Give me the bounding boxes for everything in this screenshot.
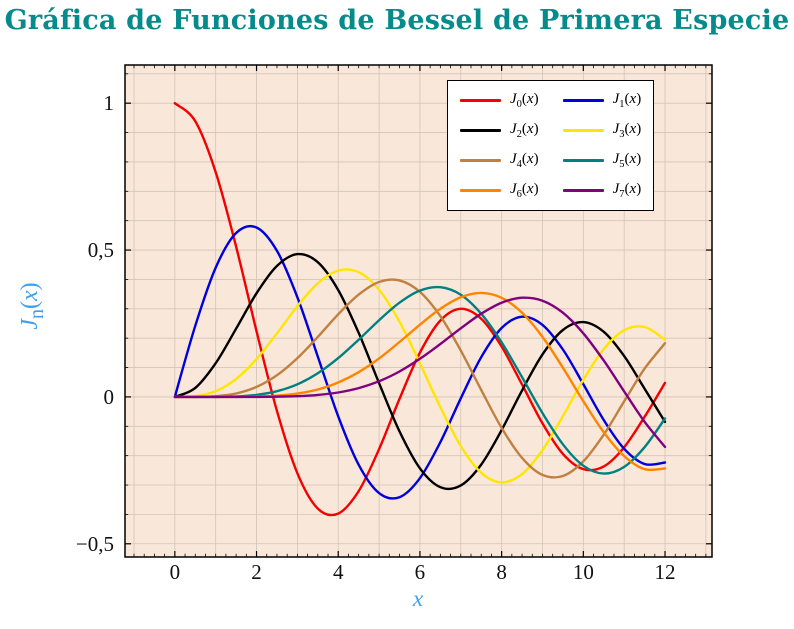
legend-label-J5: J5(x) [612,151,642,170]
legend-line-swatch-J3 [562,129,604,132]
legend-line-swatch-J6 [460,189,501,192]
y-tick-label: 0 [104,385,115,409]
chart-title: Gráfica de Funciones de Bessel de Primer… [4,5,790,36]
x-tick-label: 8 [496,560,507,584]
legend-item-J5: J5(x) [562,151,642,170]
x-tick-label: 12 [655,560,676,584]
legend-item-J2: J2(x) [460,121,539,140]
xlabel-var: x [412,586,424,611]
legend-label-J1: J1(x) [612,91,642,110]
legend-line-swatch-J2 [460,129,501,132]
series-path-J1 [173,224,667,500]
y-tick-label: 1 [104,91,115,115]
x-tick-label: 6 [415,560,426,584]
x-tick-label: 4 [333,560,344,584]
x-tick-label: 2 [251,560,262,584]
legend-label-J7: J7(x) [612,181,642,200]
series-path-J7 [173,296,667,449]
legend-item-J7: J7(x) [562,181,642,200]
axis-frame [124,64,713,558]
legend-label-J0: J0(x) [510,91,539,110]
series-path-J3 [173,268,667,484]
legend-line-swatch-J5 [562,159,604,162]
x-axis-label: x [413,586,423,612]
legend-item-J1: J1(x) [562,91,642,110]
legend-line-swatch-J1 [562,99,604,102]
legend-item-J3: J3(x) [562,121,642,140]
legend-label-J3: J3(x) [612,121,642,140]
y-tick-label: 0,5 [88,238,114,262]
y-tick-label: −0,5 [76,532,114,556]
legend-item-J0: J0(x) [460,91,539,110]
legend-line-swatch-J7 [562,189,604,192]
x-tick-label: 0 [170,560,181,584]
legend-label-J4: J4(x) [510,151,539,170]
legend-label-J2: J2(x) [510,121,539,140]
series-path-J4 [173,278,667,479]
legend-line-swatch-J0 [460,99,501,102]
series-path-J5 [173,285,667,475]
x-tick-label: 10 [573,560,594,584]
legend-label-J6: J6(x) [510,181,539,200]
legend-line-swatch-J4 [460,159,501,162]
series-path-J2 [173,252,667,491]
legend-item-J6: J6(x) [460,181,539,200]
legend: J0(x) J1(x) J2(x) J3(x) J4(x) J5(x) J6(x) J7(x) [447,80,655,211]
legend-item-J4: J4(x) [460,151,539,170]
